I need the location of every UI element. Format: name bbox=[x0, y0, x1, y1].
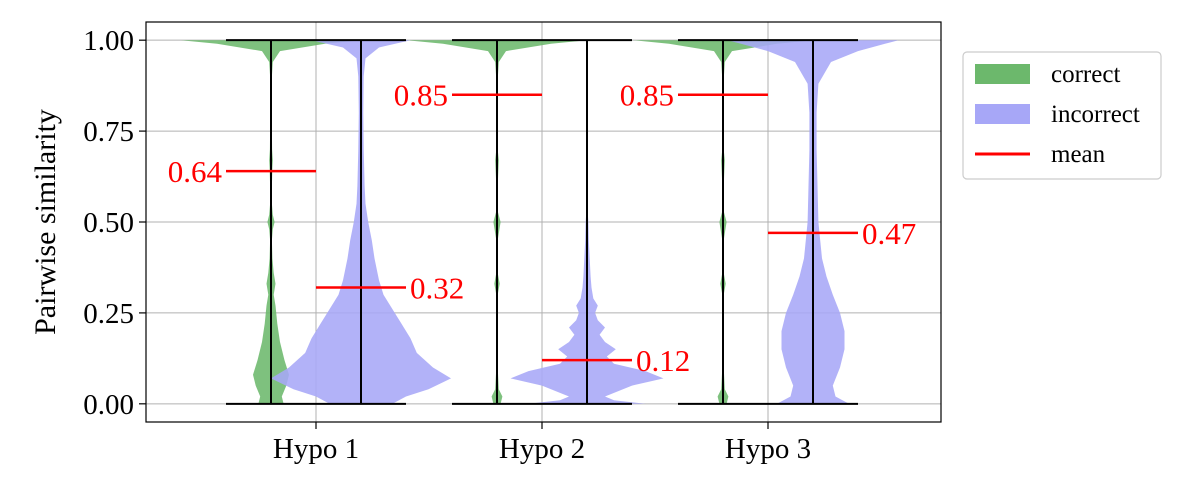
y-tick-label-4: 1.00 bbox=[83, 25, 134, 57]
x-tick-label-2: Hypo 3 bbox=[725, 433, 811, 465]
legend: correct incorrect mean bbox=[962, 51, 1162, 180]
mean-label-incorrect-3: 0.47 bbox=[862, 216, 916, 251]
mean-lines: 0.64 0.85 0.85 0.32 0.12 0.47 bbox=[168, 78, 917, 378]
y-axis-title: Pairwise similarity bbox=[29, 109, 62, 335]
y-tick-label-3: 0.75 bbox=[83, 116, 134, 148]
mean-label-correct-3: 0.85 bbox=[620, 78, 674, 113]
legend-label-incorrect: incorrect bbox=[1051, 101, 1140, 128]
legend-label-correct: correct bbox=[1051, 61, 1120, 88]
mean-label-incorrect-1: 0.32 bbox=[410, 270, 464, 305]
mean-label-incorrect-2: 0.12 bbox=[636, 343, 690, 378]
x-tick-label-0: Hypo 1 bbox=[273, 433, 359, 465]
mean-label-correct-2: 0.85 bbox=[394, 78, 448, 113]
violin-extrema-bars bbox=[226, 39, 858, 405]
x-tick-label-1: Hypo 2 bbox=[499, 433, 585, 465]
axes: 0.00 0.25 0.50 0.75 1.00 Hypo 1 Hypo 2 Hypo 3 bbox=[83, 25, 811, 465]
y-tick-label-0: 0.00 bbox=[83, 389, 134, 421]
y-tick-label-2: 0.50 bbox=[83, 207, 134, 239]
legend-swatch-incorrect bbox=[975, 104, 1030, 124]
mean-label-correct-1: 0.64 bbox=[168, 154, 223, 189]
y-tick-label-1: 0.25 bbox=[83, 298, 134, 330]
legend-swatch-correct bbox=[975, 64, 1030, 84]
legend-label-mean: mean bbox=[1051, 141, 1106, 168]
